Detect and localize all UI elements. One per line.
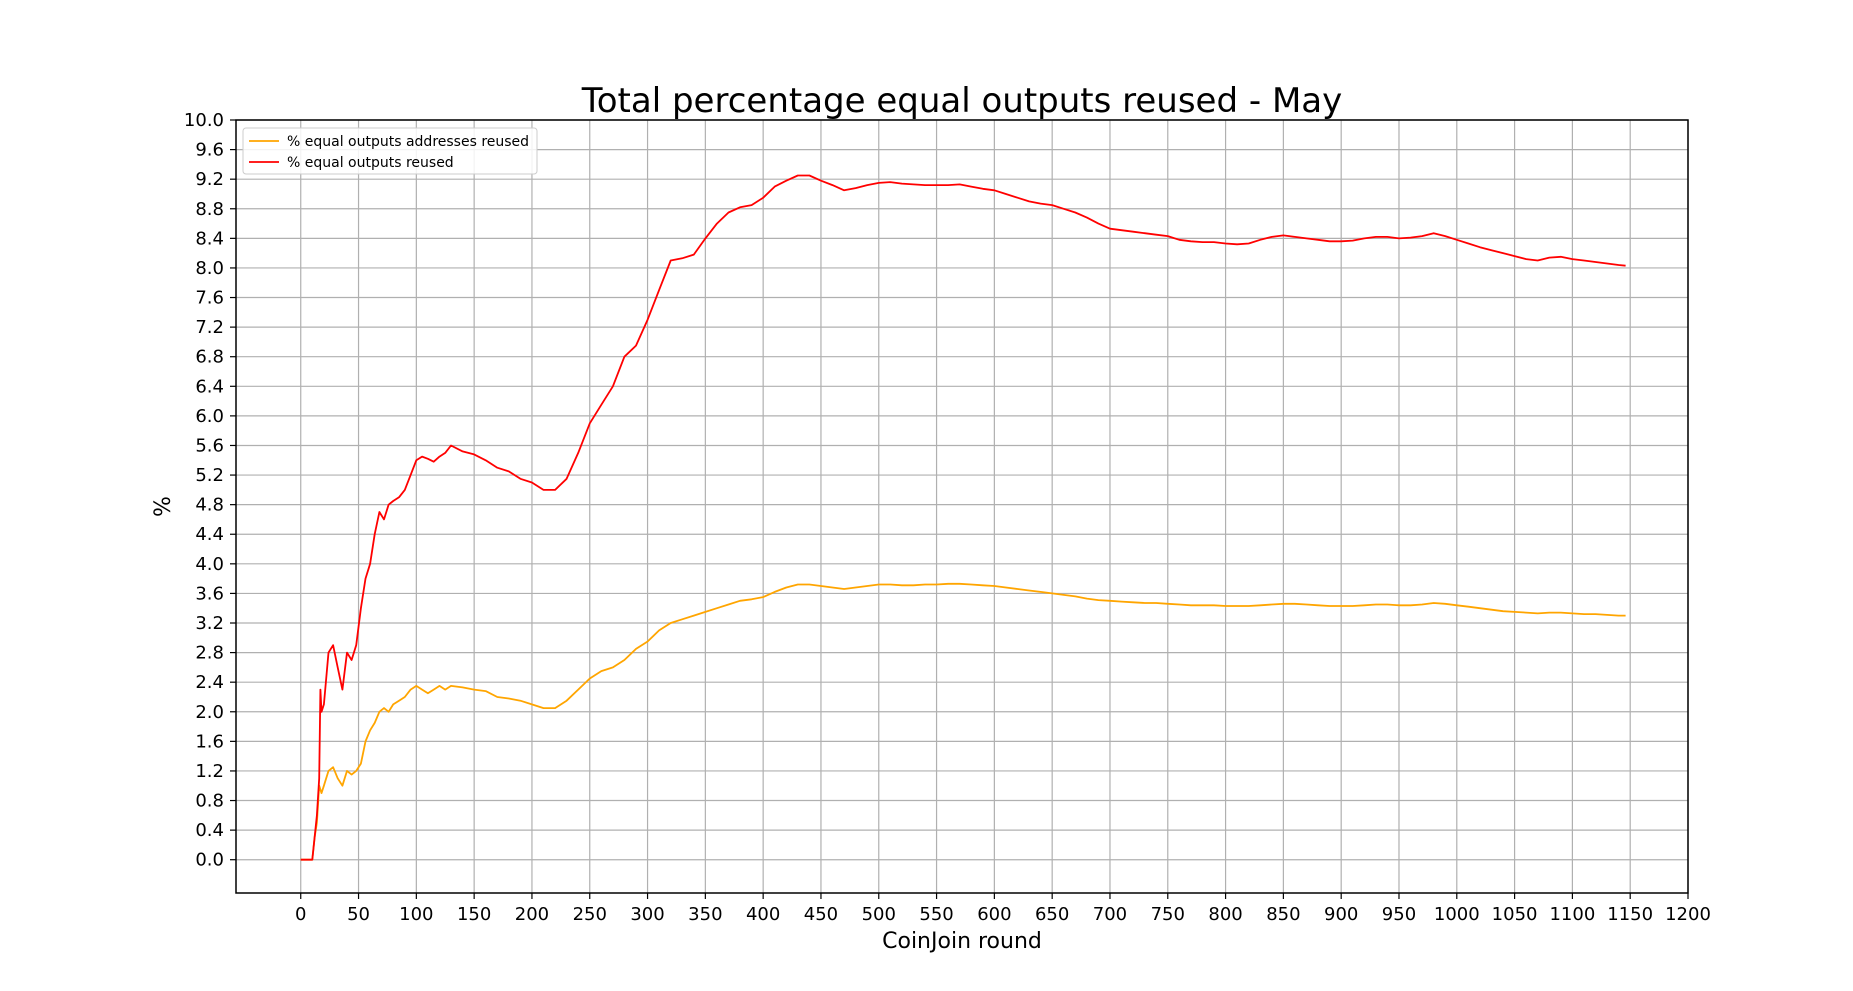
y-tick-label: 10.0 [184, 110, 224, 131]
legend-entry-addresses-reused: % equal outputs addresses reused [287, 134, 529, 150]
y-tick-label: 1.6 [195, 731, 224, 752]
y-tick-label: 9.6 [195, 140, 224, 161]
x-tick-label: 500 [862, 904, 896, 925]
x-tick-label: 850 [1266, 904, 1300, 925]
y-tick-label: 2.8 [195, 643, 224, 664]
x-tick-label: 800 [1208, 904, 1242, 925]
y-tick-label: 2.4 [195, 672, 224, 693]
x-axis-label: CoinJoin round [882, 929, 1042, 954]
chart-title: Total percentage equal outputs reused - … [581, 81, 1342, 121]
y-tick-label: 3.6 [195, 583, 224, 604]
x-tick-label: 1000 [1434, 904, 1480, 925]
x-tick-label: 250 [573, 904, 607, 925]
x-tick-label: 1150 [1607, 904, 1653, 925]
x-tick-label: 950 [1382, 904, 1416, 925]
y-tick-label: 3.2 [195, 613, 224, 634]
y-tick-label: 5.2 [195, 465, 224, 486]
y-tick-label: 0.0 [195, 850, 224, 871]
y-tick-label: 1.2 [195, 761, 224, 782]
y-tick-label: 4.0 [195, 554, 224, 575]
y-tick-label: 4.4 [195, 524, 224, 545]
y-tick-label: 6.4 [195, 376, 224, 397]
x-tick-label: 1200 [1665, 904, 1711, 925]
x-tick-label: 450 [804, 904, 838, 925]
x-tick-label: 650 [1035, 904, 1069, 925]
x-tick-label: 150 [457, 904, 491, 925]
x-tick-label: 550 [919, 904, 953, 925]
y-tick-label: 6.0 [195, 406, 224, 427]
grid [236, 119, 1689, 893]
y-tick-label: 4.8 [195, 495, 224, 516]
x-tick-label: 750 [1151, 904, 1185, 925]
series-line-1 [300, 174, 1626, 861]
y-tick-label: 0.8 [195, 791, 224, 812]
series-layer [300, 174, 1626, 861]
x-tick-label: 100 [399, 904, 433, 925]
x-tick-label: 50 [347, 904, 370, 925]
y-tick-label: 6.8 [195, 347, 224, 368]
x-axis-ticks: 0 50 100 150 200 250 300 350 400 450 500 550 600 650 7… [295, 893, 1711, 925]
y-tick-label: 8.8 [195, 199, 224, 220]
x-tick-label: 300 [630, 904, 664, 925]
x-tick-label: 900 [1324, 904, 1358, 925]
y-axis-label: % [151, 496, 176, 517]
y-tick-label: 0.4 [195, 820, 224, 841]
legend-box [242, 127, 538, 175]
y-tick-label: 7.6 [195, 288, 224, 309]
legend-entry-outputs-reused: % equal outputs reused [287, 155, 454, 171]
x-tick-label: 200 [515, 904, 549, 925]
x-tick-label: 600 [977, 904, 1011, 925]
series-line-0 [300, 582, 1626, 861]
x-tick-label: 1050 [1492, 904, 1538, 925]
plot-frame [235, 119, 1689, 894]
y-tick-label: 8.0 [195, 258, 224, 279]
y-tick-label: 2.0 [195, 702, 224, 723]
x-tick-label: 0 [295, 904, 306, 925]
y-axis-ticks: 0.0 0.4 0.8 1.2 1.6 2.0 2.4 2.8 3.2 3.6 4.0 4.4 4.8 5… [184, 110, 236, 871]
x-tick-label: 700 [1093, 904, 1127, 925]
x-tick-label: 400 [746, 904, 780, 925]
y-tick-label: 5.6 [195, 435, 224, 456]
x-tick-label: 350 [688, 904, 722, 925]
y-tick-label: 7.2 [195, 317, 224, 338]
legend: % equal outputs addresses reused % equal… [242, 127, 538, 175]
y-tick-label: 8.4 [195, 228, 224, 249]
x-tick-label: 1100 [1549, 904, 1595, 925]
y-tick-label: 9.2 [195, 169, 224, 190]
